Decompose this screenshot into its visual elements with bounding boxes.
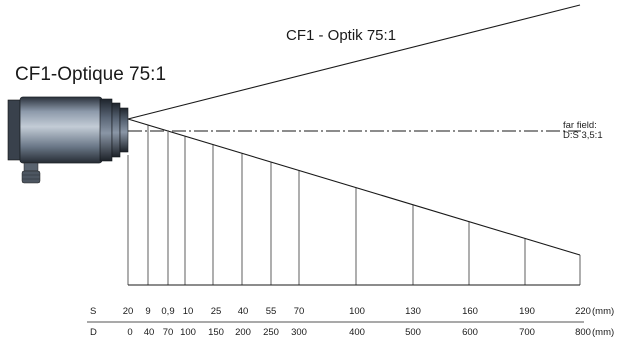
s-values-row: 20 9 0,9 10 25 40 55 70 100 130 160 190 … bbox=[123, 306, 614, 317]
s-value: 190 bbox=[519, 306, 535, 317]
s-value: 20 bbox=[123, 306, 134, 317]
s-value: 100 bbox=[349, 306, 365, 317]
beam-upper-edge bbox=[127, 4, 581, 120]
beam-geometry bbox=[87, 4, 584, 323]
d-value: 400 bbox=[349, 327, 365, 338]
title-french: CF1-Optique 75:1 bbox=[15, 64, 166, 85]
infrared-sensor-icon bbox=[7, 96, 129, 184]
far-field-label: far field: bbox=[563, 120, 597, 131]
row-label-d: D bbox=[90, 327, 97, 338]
s-value: 10 bbox=[183, 306, 194, 317]
far-field-ratio: D:S 3,5:1 bbox=[563, 130, 603, 141]
d-values-row: 0 40 70 100 150 200 250 300 400 500 600 … bbox=[127, 327, 614, 338]
d-unit: (mm) bbox=[592, 327, 614, 338]
s-value: 25 bbox=[211, 306, 222, 317]
s-value: 40 bbox=[238, 306, 249, 317]
beam-lower-edge bbox=[127, 118, 581, 256]
d-value: 800 bbox=[575, 327, 591, 338]
s-value: 160 bbox=[462, 306, 478, 317]
measurement-lines bbox=[127, 125, 581, 285]
d-value: 200 bbox=[235, 327, 251, 338]
title-german: CF1 - Optik 75:1 bbox=[286, 27, 396, 44]
d-value: 500 bbox=[405, 327, 421, 338]
d-value: 0 bbox=[127, 327, 132, 338]
d-value: 250 bbox=[263, 327, 279, 338]
s-unit: (mm) bbox=[592, 306, 614, 317]
d-value: 600 bbox=[462, 327, 478, 338]
s-value: 9 bbox=[145, 306, 150, 317]
d-value: 70 bbox=[163, 327, 174, 338]
s-value: 70 bbox=[294, 306, 305, 317]
d-value: 40 bbox=[144, 327, 155, 338]
s-value: 0,9 bbox=[161, 306, 174, 317]
d-value: 100 bbox=[180, 327, 196, 338]
d-value: 700 bbox=[519, 327, 535, 338]
s-value: 130 bbox=[405, 306, 421, 317]
s-value: 220 bbox=[575, 306, 591, 317]
d-value: 300 bbox=[291, 327, 307, 338]
s-value: 55 bbox=[266, 306, 277, 317]
row-label-s: S bbox=[90, 306, 96, 317]
d-value: 150 bbox=[208, 327, 224, 338]
